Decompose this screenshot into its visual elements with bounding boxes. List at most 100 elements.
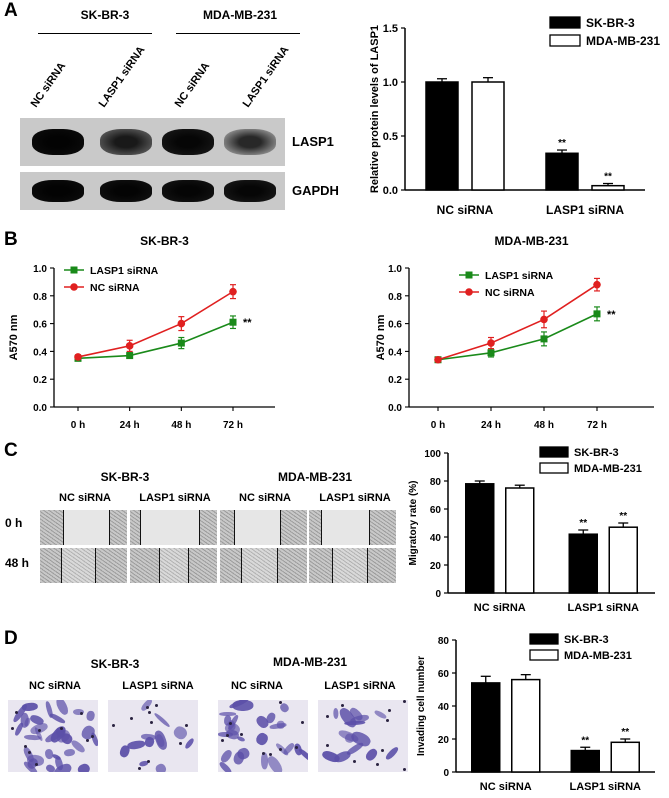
data-point: [487, 349, 495, 357]
membrane-pore: [85, 739, 89, 743]
transwell-col-label: NC siRNA: [231, 680, 283, 692]
stained-cell: [277, 720, 286, 729]
membrane-pore: [155, 703, 158, 707]
membrane-pore: [34, 762, 38, 766]
wound-col-label: NC siRNA: [239, 492, 291, 504]
bar: [511, 678, 541, 773]
membrane-pore: [226, 734, 230, 738]
wound-image: [40, 510, 127, 545]
y-tick-label: 1.5: [383, 23, 398, 35]
wound-gap: [321, 510, 371, 545]
y-tick-label: 80: [438, 636, 450, 647]
y-tick-label: 80: [430, 477, 442, 488]
lane-label: NC siRNA: [173, 60, 213, 109]
y-axis-label: A570 nm: [375, 314, 387, 360]
data-point: [593, 310, 601, 318]
chart-d-invading-cells: 0 20 40 60 80 Invading cell number NC siRNA LAS…: [416, 633, 655, 793]
wound-image: [130, 510, 217, 545]
x-tick-label: 24 h: [120, 420, 140, 431]
membrane-pore: [375, 763, 379, 767]
y-tick-label: 0.8: [388, 292, 402, 303]
significance-mark: **: [581, 735, 589, 746]
membrane-pore: [279, 747, 283, 751]
x-tick-label: NC siRNA: [474, 602, 526, 614]
y-tick-label: 0.8: [33, 292, 47, 303]
blot-band: [162, 128, 214, 156]
membrane-pore: [28, 751, 32, 755]
chart-b-skbr3-growth: SK-BR-3 0.0 0.2 0.4 0.6 0.8 1.0 0 h 24 h 48 h 72 h…: [8, 234, 275, 431]
transwell-cellline-mda: MDA-MB-231: [272, 655, 347, 669]
membrane-pore: [300, 720, 304, 724]
data-point: [434, 355, 442, 364]
transwell-image: [218, 700, 308, 772]
membrane-pore: [37, 728, 41, 732]
y-axis-label: A570 nm: [8, 314, 20, 360]
membrane-pore: [185, 723, 189, 727]
wound-gap: [60, 548, 96, 583]
y-tick-label: 0.6: [388, 320, 402, 331]
stained-cell: [332, 707, 339, 720]
series-line: [77, 321, 234, 360]
membrane-pore: [15, 711, 19, 715]
membrane-pore: [352, 760, 356, 764]
stained-cell: [54, 700, 71, 717]
legend-marker: [70, 283, 78, 291]
stained-cell: [183, 736, 196, 751]
membrane-pore: [240, 732, 244, 736]
stained-cell: [373, 708, 388, 720]
blot-band: [32, 180, 84, 202]
y-tick-label: 0.6: [33, 320, 47, 331]
stained-cell: [332, 749, 352, 765]
y-tick-label: 1.0: [383, 77, 398, 89]
stained-cell: [44, 747, 55, 760]
panel-letter-d: D: [4, 628, 18, 649]
x-tick-label: LASP1 siRNA: [546, 203, 624, 217]
data-point: [125, 342, 134, 350]
y-axis-label: Invading cell number: [416, 656, 427, 756]
x-tick-label: 72 h: [223, 420, 243, 431]
membrane-pore: [261, 752, 265, 756]
wound-row-label: 48 h: [5, 556, 30, 570]
band-label-gapdh: GAPDH: [292, 183, 339, 198]
data-point: [126, 352, 134, 360]
stained-cell: [154, 761, 168, 772]
wound-image: [220, 548, 307, 583]
membrane-pore: [279, 701, 283, 704]
data-point: [229, 287, 237, 296]
blot-group-line-skbr3: [38, 33, 152, 34]
stained-cell: [254, 731, 270, 748]
blot-band: [224, 128, 276, 156]
transwell-col-label: LASP1 siRNA: [324, 680, 396, 692]
wound-col-label: NC siRNA: [59, 492, 111, 504]
legend-label: SK-BR-3: [564, 634, 609, 646]
stained-cell: [363, 746, 380, 763]
wound-image: [220, 510, 307, 545]
legend-label: LASP1 siRNA: [485, 270, 554, 282]
membrane-pore: [341, 703, 345, 707]
y-tick-label: 0.2: [388, 375, 402, 386]
membrane-pore: [229, 722, 233, 726]
chart-c-migratory-rate: 0 20 40 60 80 100 Migratory rate (%) NC siRNA LA…: [408, 446, 655, 614]
transwell-col-label: LASP1 siRNA: [122, 680, 194, 692]
data-point: [177, 339, 185, 347]
membrane-pore: [386, 719, 390, 723]
data-point: [540, 315, 548, 324]
bar: [570, 749, 600, 773]
transwell-image: [318, 700, 408, 772]
wound-gap: [140, 510, 200, 545]
legend-swatch: [539, 462, 569, 474]
wound-cellline-skbr3: SK-BR-3: [100, 470, 150, 484]
membrane-pore: [403, 767, 406, 771]
transwell-image: [108, 700, 198, 772]
x-tick-label: NC siRNA: [437, 203, 494, 217]
bar: [425, 81, 459, 191]
legend-marker: [465, 288, 473, 296]
x-tick-label: 24 h: [481, 420, 501, 431]
series-line: [437, 313, 598, 361]
blot-strip-gapdh: [20, 172, 285, 210]
membrane-pore: [23, 745, 27, 749]
wound-cellline-mda: MDA-MB-231: [277, 470, 352, 484]
x-tick-label: LASP1 siRNA: [567, 602, 639, 614]
